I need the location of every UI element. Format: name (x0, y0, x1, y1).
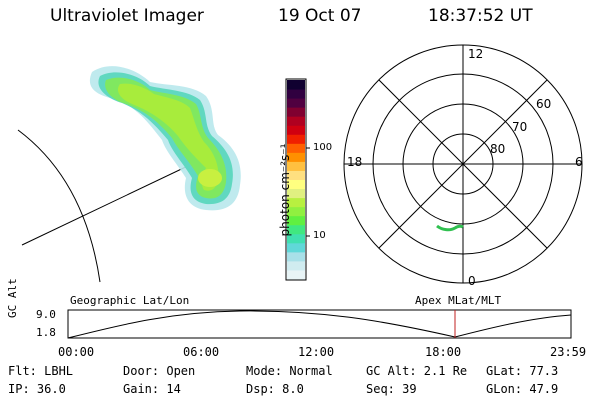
timeline-tick-3: 18:00 (425, 345, 462, 359)
colorbar-cell (287, 80, 305, 90)
status-glon: GLon: 47.9 (486, 382, 559, 396)
status-glat: GLat: 77.3 (486, 364, 559, 378)
timeline-y-axis-label: GC Alt (6, 278, 19, 318)
colorbar-cell (287, 98, 305, 108)
polar-label-60: 60 (536, 97, 552, 111)
timeline-tick-1: 06:00 (183, 345, 220, 359)
colorbar-cell (287, 125, 305, 135)
timeline-left-title: Geographic Lat/Lon (70, 294, 190, 307)
timeline-tick-0: 00:00 (58, 345, 95, 359)
date-label: 19 Oct 07 (278, 6, 362, 26)
colorbar-cell (287, 161, 305, 171)
timeline-tick-4: 23:59 (550, 345, 587, 359)
polar-plot (343, 44, 583, 284)
polar-label-0: 0 (468, 274, 476, 288)
altitude-timeline (67, 309, 572, 339)
timeline-y-max: 9.0 (36, 308, 56, 321)
colorbar-cell (287, 179, 305, 190)
colorbar-cell (287, 170, 305, 180)
polar-aurora-trace (436, 224, 464, 232)
colorbar-cell (287, 233, 305, 244)
status-seq: Seq: 39 (366, 382, 417, 396)
instrument-title: Ultraviolet Imager (50, 6, 204, 26)
status-dsp: Dsp: 8.0 (246, 382, 304, 396)
colorbar-cell (287, 251, 305, 262)
polar-label-70: 70 (512, 120, 528, 134)
time-label: 18:37:52 UT (428, 6, 533, 26)
status-gcalt: GC Alt: 2.1 Re (366, 364, 468, 378)
colorbar-unit-label: photon cm⁻²s⁻¹ (278, 143, 292, 237)
status-flt: Flt: LBHL (8, 364, 74, 378)
polar-label-18: 18 (347, 155, 363, 169)
colorbar-cell (287, 116, 305, 126)
colorbar-cell (287, 188, 305, 199)
colorbar-cell (287, 242, 305, 253)
colorbar-cell (287, 224, 305, 235)
altitude-curve (67, 310, 572, 339)
status-ip: IP: 36.0 (8, 382, 66, 396)
colorbar-cell (287, 143, 305, 153)
colorbar-cell (287, 269, 305, 280)
timeline-right-title: Apex MLat/MLT (415, 294, 502, 307)
colorbar-cell (287, 197, 305, 208)
colorbar-cell (287, 107, 305, 117)
timeline-tick-2: 12:00 (298, 345, 335, 359)
colorbar-cell (287, 206, 305, 217)
earth-limb-line (17, 129, 101, 283)
colorbar-tick-100: 100 (313, 142, 333, 153)
colorbar-cell (287, 134, 305, 144)
status-gain: Gain: 14 (123, 382, 181, 396)
status-mode: Mode: Normal (246, 364, 333, 378)
colorbar-cell (287, 215, 305, 226)
colorbar (285, 78, 310, 281)
colorbar-cell (287, 260, 305, 271)
aurora-image (89, 66, 241, 211)
colorbar-cell (287, 89, 305, 99)
colorbar-cell (287, 152, 305, 162)
timeline-y-min: 1.8 (36, 326, 56, 339)
colorbar-tick-10: 10 (313, 230, 326, 241)
status-door: Door: Open (123, 364, 196, 378)
polar-label-80: 80 (490, 142, 506, 156)
polar-label-6: 6 (575, 155, 583, 169)
polar-label-12: 12 (468, 47, 484, 61)
